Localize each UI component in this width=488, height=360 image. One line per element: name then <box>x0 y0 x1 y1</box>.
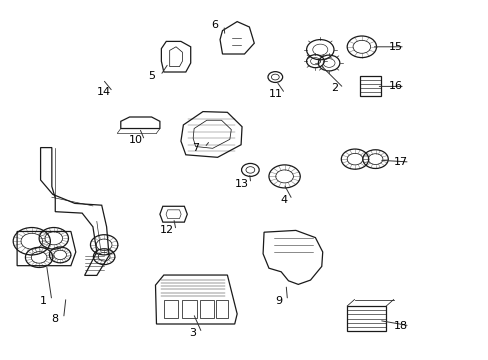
Text: 11: 11 <box>269 89 283 99</box>
Text: 9: 9 <box>275 296 282 306</box>
Text: 16: 16 <box>388 81 402 91</box>
Text: 18: 18 <box>393 321 407 331</box>
Text: 5: 5 <box>148 71 155 81</box>
Text: 8: 8 <box>51 314 58 324</box>
Text: 10: 10 <box>129 135 142 145</box>
Text: 13: 13 <box>235 179 248 189</box>
Text: 1: 1 <box>40 296 46 306</box>
Text: 4: 4 <box>280 195 286 205</box>
Text: 17: 17 <box>393 157 407 167</box>
Text: 15: 15 <box>388 42 402 52</box>
Text: 3: 3 <box>189 328 196 338</box>
Text: 7: 7 <box>192 143 199 153</box>
Text: 12: 12 <box>160 225 174 235</box>
Text: 6: 6 <box>211 20 218 30</box>
Text: 2: 2 <box>331 83 338 93</box>
Text: 14: 14 <box>97 87 111 97</box>
